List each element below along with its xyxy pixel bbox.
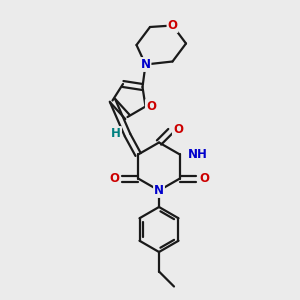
- Text: H: H: [111, 127, 121, 140]
- Text: O: O: [167, 19, 178, 32]
- Text: N: N: [140, 58, 151, 71]
- Text: O: O: [146, 100, 156, 113]
- Text: O: O: [173, 123, 183, 136]
- Text: N: N: [154, 184, 164, 197]
- Text: O: O: [199, 172, 209, 185]
- Text: O: O: [109, 172, 119, 185]
- Text: NH: NH: [188, 148, 207, 161]
